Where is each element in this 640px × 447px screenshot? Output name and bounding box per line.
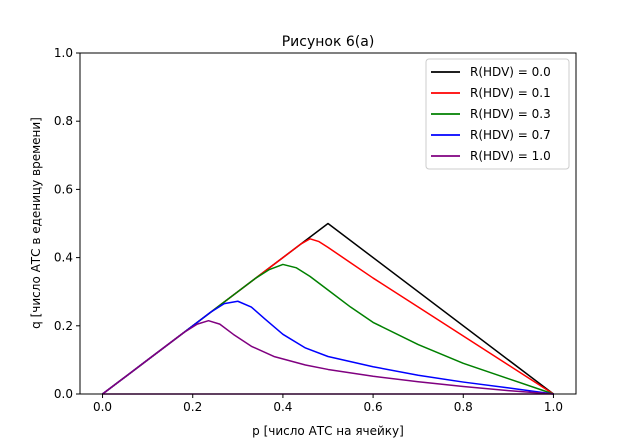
plot-frame [79,52,577,395]
y-tick-label: 1.0 [54,46,73,60]
legend-box [425,58,570,170]
x-axis-label: p [число АТС на ячейку] [252,424,404,438]
y-tick-label: 0.0 [54,387,73,401]
legend-label: R(HDV) = 0.3 [470,107,551,121]
chart-title: Рисунок 6(а) [282,34,375,50]
y-tick-label: 0.6 [54,182,73,196]
x-ticks: 0.0 0.2 0.4 0.6 0.8 1.0 [93,394,563,414]
x-tick-label: 0.2 [183,400,202,414]
legend-entries: R(HDV) = 0.0 R(HDV) = 0.1 R(HDV) = 0.3 R(HD… [431,65,551,163]
legend-label: R(HDV) = 0.7 [470,128,551,142]
x-tick-label: 0.0 [93,400,112,414]
y-tick-label: 0.4 [54,251,73,265]
y-tick-label: 0.2 [54,319,73,333]
legend: R(HDV) = 0.0 R(HDV) = 0.1 R(HDV) = 0.3 R(HD… [425,58,570,170]
y-ticks: 0.0 0.2 0.4 0.6 0.8 1.0 [54,46,80,401]
series-line-4 [101,319,555,395]
legend-label: R(HDV) = 0.0 [470,65,551,79]
series-line-3 [101,300,555,395]
x-tick-label: 1.0 [544,400,563,414]
x-tick-label: 0.4 [273,400,292,414]
y-axis-label: q [число АТС в еденицу времени] [29,117,43,329]
legend-label: R(HDV) = 0.1 [470,86,551,100]
x-tick-label: 0.6 [364,400,383,414]
x-tick-label: 0.8 [454,400,473,414]
y-tick-label: 0.8 [54,114,73,128]
legend-label: R(HDV) = 1.0 [470,149,551,163]
